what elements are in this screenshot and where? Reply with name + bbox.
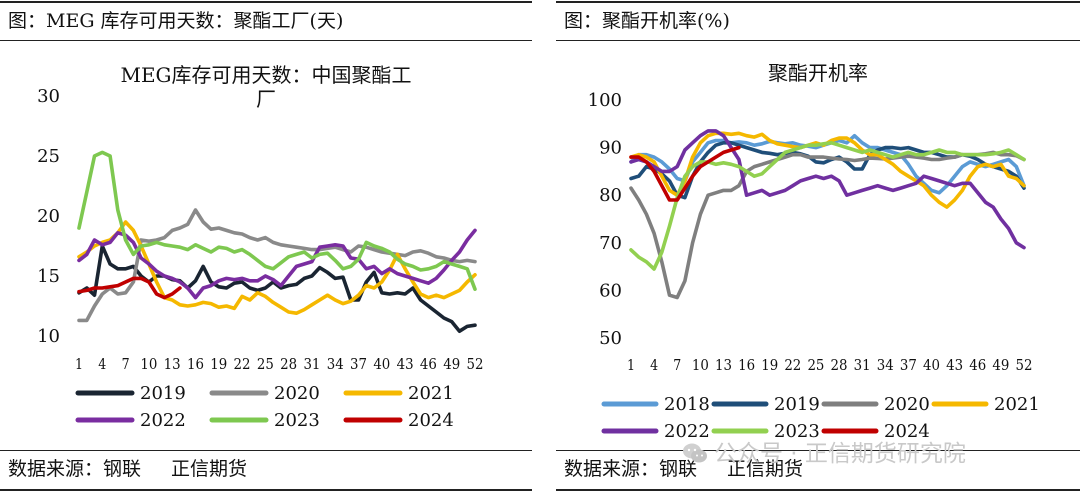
x-tick-label: 37 bbox=[900, 356, 917, 374]
source-line: 数据来源：钢联 正信期货 bbox=[564, 454, 803, 481]
chart-title-line: 聚酯开机率 bbox=[768, 61, 868, 85]
figure-title: 图：聚酯开机率(%) bbox=[564, 10, 730, 32]
x-tick-label: 1 bbox=[627, 356, 635, 374]
y-tick-label: 90 bbox=[599, 138, 622, 159]
series-line-2024 bbox=[77, 276, 182, 300]
top-border bbox=[556, 1, 1080, 3]
x-tick-label: 13 bbox=[715, 356, 732, 374]
series-line-2024 bbox=[629, 145, 741, 202]
y-tick-label: 70 bbox=[599, 233, 622, 254]
legend-label-2024: 2024 bbox=[408, 410, 454, 431]
y-tick-label: 30 bbox=[37, 86, 60, 107]
x-tick-label: 52 bbox=[1016, 356, 1033, 374]
source-label: 数据来源：钢联 bbox=[564, 458, 698, 480]
y-tick-label: 80 bbox=[599, 185, 622, 206]
source-org: 正信期货 bbox=[171, 458, 248, 480]
legend-label-2022: 2022 bbox=[664, 421, 710, 442]
x-tick-label: 34 bbox=[327, 355, 344, 373]
wechat-icon bbox=[682, 442, 708, 464]
legend-label-2020: 2020 bbox=[884, 394, 930, 415]
x-tick-label: 52 bbox=[467, 355, 484, 373]
x-tick-label: 19 bbox=[761, 356, 778, 374]
x-tick-label: 28 bbox=[831, 356, 848, 374]
y-tick-label: 15 bbox=[37, 266, 60, 287]
x-tick-label: 16 bbox=[187, 355, 204, 373]
series-line-2022 bbox=[629, 129, 1026, 250]
x-tick-label: 7 bbox=[122, 355, 130, 373]
chart-title-line: 厂 bbox=[256, 87, 276, 111]
x-tick-label: 43 bbox=[946, 356, 963, 374]
series-line-2023 bbox=[629, 141, 1026, 271]
y-tick-label: 60 bbox=[599, 280, 622, 301]
x-tick-label: 40 bbox=[373, 355, 390, 373]
bottom-border bbox=[0, 489, 532, 491]
x-tick-label: 1 bbox=[75, 355, 83, 373]
x-tick-label: 25 bbox=[807, 356, 824, 374]
x-tick-label: 10 bbox=[692, 356, 709, 374]
y-tick-label: 25 bbox=[37, 146, 60, 167]
x-tick-label: 31 bbox=[303, 355, 320, 373]
panel-meg-inventory: 图：MEG 库存可用天数：聚酯工厂(天) MEG库存可用天数：中国聚酯工厂 10 1… bbox=[0, 0, 532, 494]
x-tick-label: 46 bbox=[969, 356, 986, 374]
legend-label-2020: 2020 bbox=[274, 383, 320, 404]
x-tick-label: 28 bbox=[280, 355, 297, 373]
legend-label-2023: 2023 bbox=[774, 421, 820, 442]
legend-label-2024: 2024 bbox=[884, 421, 930, 442]
chart-title-line: MEG库存可用天数：中国聚酯工 bbox=[120, 63, 411, 87]
y-tick-label: 100 bbox=[588, 90, 622, 111]
panel-polyester-operating-rate: 图：聚酯开机率(%) 聚酯开机率 50 60 70 80 90 100 1 4 7 10 13 16 19… bbox=[556, 0, 1080, 494]
legend-label-2018: 2018 bbox=[664, 394, 710, 415]
top-border bbox=[0, 1, 532, 3]
polyester-operating-rate-chart: 聚酯开机率 50 60 70 80 90 100 1 4 7 10 13 16 19 22 25 28 31 34 3… bbox=[588, 61, 1040, 442]
title-divider bbox=[556, 40, 1080, 41]
x-tick-label: 31 bbox=[854, 356, 871, 374]
legend-label-2023: 2023 bbox=[274, 410, 320, 431]
legend-label-2021: 2021 bbox=[994, 394, 1040, 415]
x-tick-label: 34 bbox=[877, 356, 894, 374]
watermark: 公众号 · 正信期货研究院 bbox=[682, 434, 966, 468]
x-tick-label: 49 bbox=[443, 355, 460, 373]
legend-label-2019: 2019 bbox=[140, 383, 186, 404]
legend-label-2022: 2022 bbox=[140, 410, 186, 431]
x-tick-label: 10 bbox=[140, 355, 157, 373]
x-tick-label: 4 bbox=[98, 355, 106, 373]
source-divider bbox=[556, 450, 1080, 451]
x-tick-label: 13 bbox=[164, 355, 181, 373]
x-tick-label: 49 bbox=[992, 356, 1009, 374]
bottom-border bbox=[556, 489, 1080, 491]
x-tick-label: 46 bbox=[420, 355, 437, 373]
y-tick-label: 20 bbox=[37, 206, 60, 227]
series-line-2023 bbox=[77, 150, 477, 291]
x-tick-label: 4 bbox=[650, 356, 658, 374]
title-divider bbox=[0, 40, 532, 41]
y-tick-label: 50 bbox=[599, 328, 622, 349]
series-line-2020 bbox=[77, 208, 477, 323]
x-tick-label: 40 bbox=[923, 356, 940, 374]
x-tick-label: 37 bbox=[350, 355, 367, 373]
x-tick-label: 25 bbox=[257, 355, 274, 373]
source-divider bbox=[0, 450, 532, 451]
x-tick-label: 22 bbox=[784, 356, 801, 374]
x-tick-label: 19 bbox=[210, 355, 227, 373]
source-line: 数据来源：钢联 正信期货 bbox=[8, 454, 247, 481]
legend-label-2019: 2019 bbox=[774, 394, 820, 415]
source-label: 数据来源：钢联 bbox=[8, 458, 142, 480]
x-tick-label: 7 bbox=[673, 356, 681, 374]
x-tick-label: 43 bbox=[397, 355, 414, 373]
source-org: 正信期货 bbox=[727, 458, 804, 480]
y-tick-label: 10 bbox=[37, 326, 60, 347]
figure-title: 图：MEG 库存可用天数：聚酯工厂(天) bbox=[8, 10, 344, 32]
x-tick-label: 16 bbox=[738, 356, 755, 374]
watermark-text: 公众号 · 正信期货研究院 bbox=[714, 441, 966, 467]
series-line-2022 bbox=[77, 228, 477, 300]
legend-label-2021: 2021 bbox=[408, 383, 454, 404]
series-line-2020 bbox=[629, 150, 1026, 300]
x-tick-label: 22 bbox=[234, 355, 251, 373]
